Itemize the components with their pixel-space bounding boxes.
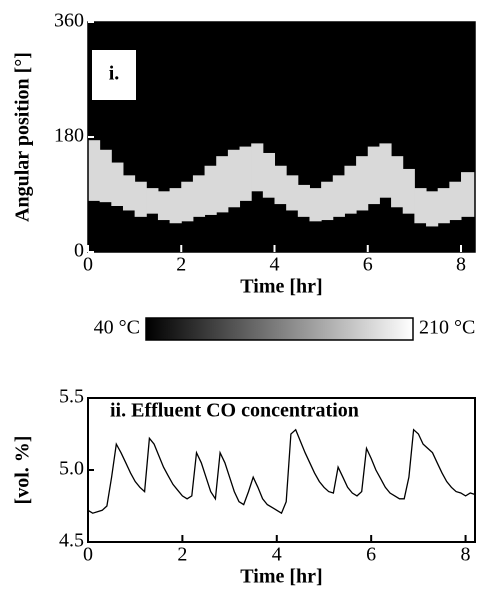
hot-band (332, 175, 345, 217)
hot-band (414, 188, 427, 224)
x-tick-label: 8 (461, 544, 471, 566)
y-tick-label: 360 (54, 10, 84, 32)
colorbar (145, 317, 414, 341)
panel-label: i. (109, 63, 120, 85)
hot-band (437, 188, 450, 224)
hot-band (157, 191, 171, 221)
x-tick-label: 2 (176, 254, 186, 276)
plot-frame (87, 397, 476, 543)
hot-band (99, 149, 112, 203)
hot-band (367, 146, 380, 205)
y-tick-label: 5.5 (59, 386, 84, 408)
hot-band (344, 165, 357, 214)
x-tick-label: 4 (272, 544, 282, 566)
x-tick-label: 4 (270, 254, 280, 276)
hot-band (227, 149, 241, 208)
x-tick-label: 0 (83, 544, 93, 566)
panel-label-box (92, 50, 136, 100)
x-tick-label: 0 (83, 254, 93, 276)
x-axis-label: Time [hr] (240, 276, 322, 298)
hot-band (204, 165, 217, 215)
hot-band (88, 140, 101, 201)
y-axis-label: [vol. %] (12, 436, 34, 505)
hot-band (251, 143, 264, 192)
y-tick-label: 0 (74, 240, 84, 262)
chart-title: ii. Effluent CO concentration (110, 400, 359, 422)
hot-band (356, 156, 369, 211)
hot-band (461, 172, 476, 217)
hot-band (274, 165, 287, 205)
x-tick-label: 2 (177, 544, 187, 566)
x-tick-label: 8 (456, 254, 466, 276)
hot-band (181, 181, 194, 222)
hot-band (402, 168, 415, 214)
data-line (87, 428, 476, 515)
hot-band (216, 156, 229, 213)
x-axis-label: Time [hr] (240, 566, 322, 588)
hot-band (146, 188, 159, 214)
y-tick-label: 4.5 (59, 530, 84, 552)
y-axis-label: Angular position [°] (12, 52, 34, 222)
x-tick-label: 6 (366, 544, 376, 566)
hot-band (239, 146, 252, 201)
colorbar-label: 40 °C (94, 317, 140, 339)
colorbar-label: 210 °C (419, 317, 475, 339)
y-tick-label: 180 (54, 125, 84, 147)
y-tick-label: 5.0 (59, 458, 84, 480)
hot-band (379, 143, 392, 198)
hot-band (122, 175, 136, 211)
hot-band (391, 156, 404, 208)
hot-band (111, 162, 124, 206)
hot-band (134, 181, 147, 217)
hot-band (169, 188, 182, 224)
hot-band (286, 175, 299, 211)
hot-band (262, 152, 276, 198)
hot-band (321, 181, 334, 221)
hot-band (449, 181, 462, 221)
hot-band (297, 184, 310, 217)
hot-band (426, 191, 439, 227)
hot-band (309, 188, 322, 222)
x-tick-label: 6 (363, 254, 373, 276)
hot-band (192, 175, 206, 217)
